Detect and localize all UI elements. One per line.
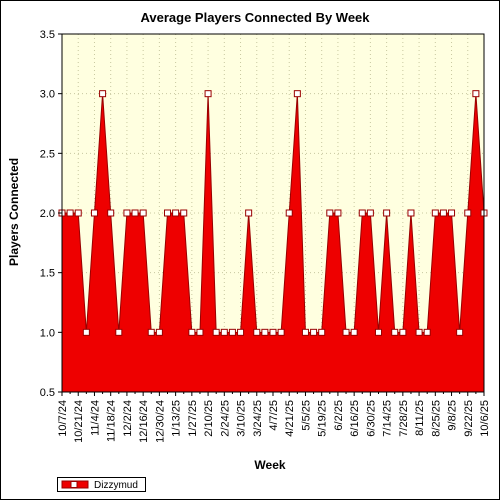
- x-tick-label: 12/2/24: [122, 400, 134, 437]
- data-point: [439, 209, 447, 217]
- data-point: [358, 209, 366, 217]
- y-axis-label: Players Connected: [7, 158, 21, 266]
- data-point: [285, 209, 293, 217]
- plot-area: 0.5 1.0 1.5 2.0 2.5 3.0 3.5 10/7/24 10/21/24 11/4…: [40, 29, 491, 443]
- data-point: [334, 209, 342, 217]
- x-tick-label: 1/13/25: [171, 400, 183, 437]
- data-point: [237, 328, 245, 336]
- data-point: [326, 209, 334, 217]
- data-point: [318, 328, 326, 336]
- data-point: [212, 328, 220, 336]
- x-tick-label: 11/18/24: [106, 400, 118, 442]
- data-point: [407, 209, 415, 217]
- data-point: [99, 90, 107, 98]
- y-tick-label: 3.0: [40, 89, 55, 101]
- x-tick-label: 8/25/25: [430, 400, 442, 437]
- legend: Dizzymud: [57, 477, 146, 492]
- data-point: [310, 328, 318, 336]
- y-tick-label: 1.0: [40, 327, 55, 339]
- x-tick-label: 4/7/25: [268, 400, 280, 431]
- data-point: [375, 328, 382, 336]
- data-point: [147, 328, 155, 336]
- x-axis-label: Week: [254, 458, 285, 472]
- x-tick-label: 6/2/25: [333, 400, 345, 431]
- y-tick-label: 2.0: [40, 208, 55, 220]
- data-point: [188, 328, 196, 336]
- x-tick-label: 9/22/25: [463, 400, 475, 437]
- x-tick-label: 7/14/25: [382, 400, 394, 437]
- data-point: [82, 328, 90, 336]
- data-point: [204, 90, 212, 98]
- data-point: [245, 209, 253, 217]
- x-tick-label: 10/21/24: [73, 400, 85, 443]
- x-tick-label: 3/10/25: [236, 400, 248, 437]
- data-point: [90, 209, 98, 217]
- x-tick-label: 2/24/25: [219, 400, 231, 437]
- data-point: [74, 209, 82, 217]
- data-point: [196, 328, 204, 336]
- data-point: [423, 328, 431, 336]
- x-tick-label: 1/27/25: [187, 400, 199, 437]
- x-tick-label: 4/21/25: [284, 400, 296, 437]
- data-point: [366, 209, 374, 217]
- data-point: [293, 90, 301, 98]
- y-tick-label: 1.5: [40, 268, 55, 280]
- x-tick-label: 5/5/25: [300, 400, 312, 431]
- data-point: [220, 328, 228, 336]
- data-point: [350, 328, 358, 336]
- x-tick-label: 6/30/25: [365, 400, 377, 437]
- x-tick-label: 11/4/24: [89, 400, 101, 436]
- data-point: [107, 209, 115, 217]
- x-tick-label: 5/19/25: [317, 400, 329, 437]
- x-tick-label: 10/6/25: [479, 400, 491, 437]
- data-point: [399, 328, 407, 336]
- data-point: [448, 209, 456, 217]
- x-tick-label: 8/11/25: [414, 400, 426, 436]
- data-point: [431, 209, 439, 217]
- legend-marker: [70, 481, 78, 488]
- data-point: [391, 328, 399, 336]
- data-point: [383, 209, 391, 217]
- data-point: [415, 328, 423, 336]
- x-tick-label: 2/10/25: [203, 400, 215, 437]
- data-point: [123, 209, 131, 217]
- data-point: [115, 328, 123, 336]
- data-point: [180, 209, 188, 217]
- data-point: [172, 209, 180, 217]
- data-point: [472, 90, 480, 98]
- data-point: [464, 209, 472, 217]
- data-point: [342, 328, 350, 336]
- x-tick-label: 9/8/25: [447, 400, 459, 431]
- y-tick-label: 3.5: [40, 29, 55, 41]
- data-point: [66, 209, 74, 217]
- x-tick-label: 7/28/25: [398, 400, 410, 437]
- y-tick-label: 0.5: [40, 387, 55, 399]
- data-point: [261, 328, 269, 336]
- data-point: [277, 328, 285, 336]
- data-point: [253, 328, 261, 336]
- data-point: [301, 328, 309, 336]
- x-tick-label: 10/7/24: [57, 400, 69, 437]
- data-point: [131, 209, 139, 217]
- data-point: [269, 328, 277, 336]
- y-tick-label: 2.5: [40, 148, 55, 160]
- x-tick-label: 3/24/25: [252, 400, 264, 437]
- legend-label: Dizzymud: [94, 480, 138, 491]
- chart-title: Average Players Connected By Week: [140, 10, 370, 25]
- data-point: [456, 328, 464, 336]
- data-point: [164, 209, 171, 217]
- x-tick-label: 6/16/25: [349, 400, 361, 437]
- data-point: [228, 328, 236, 336]
- x-tick-label: 12/16/24: [138, 400, 150, 443]
- data-point: [155, 328, 163, 336]
- data-point: [139, 209, 147, 217]
- x-tick-label: 12/30/24: [154, 400, 166, 443]
